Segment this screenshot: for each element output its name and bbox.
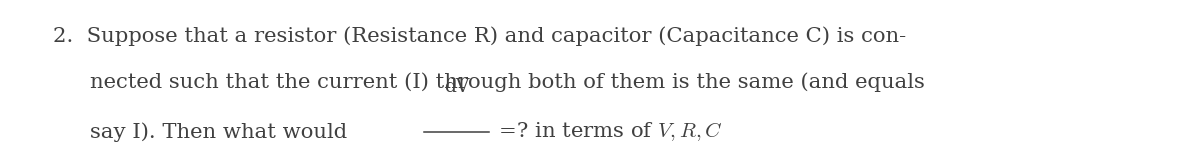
Text: nected such that the current (I) through both of them is the same (and equals: nected such that the current (I) through… xyxy=(90,73,925,92)
Text: dV: dV xyxy=(444,78,469,97)
Text: say I). Then what would: say I). Then what would xyxy=(90,122,354,142)
Text: =? in terms of $V, R, C$: =? in terms of $V, R, C$ xyxy=(492,121,722,143)
Text: 2.  Suppose that a resistor (Resistance R) and capacitor (Capacitance C) is con-: 2. Suppose that a resistor (Resistance R… xyxy=(53,26,906,46)
Text: say I). Then what would: say I). Then what would xyxy=(90,122,354,142)
